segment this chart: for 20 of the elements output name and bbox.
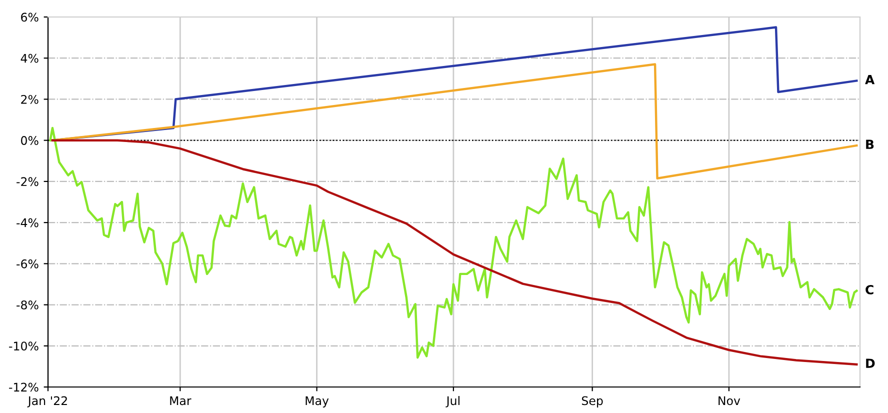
y-tick-label: -10% (9, 342, 38, 351)
y-tick-label: 4% (20, 54, 38, 63)
y-tick-label: -2% (16, 177, 38, 186)
x-tick-label: May (306, 396, 329, 408)
series-label: A (865, 75, 875, 84)
y-tick-label: 6% (21, 12, 38, 22)
x-tick-label: Jul (446, 396, 460, 408)
series-label: D (866, 358, 875, 368)
y-tick-label: -4% (16, 218, 38, 228)
series-label: B (866, 140, 874, 149)
x-tick-label: Nov (718, 396, 740, 406)
y-tick-label: -8% (16, 300, 38, 310)
x-tick-label: Jan '22 (27, 396, 67, 408)
y-tick-label: 2% (21, 94, 38, 104)
x-tick-label: Sep (582, 396, 603, 408)
x-tick-label: Mar (170, 396, 192, 406)
y-tick-label: 0% (21, 136, 38, 145)
y-tick-label: -12% (9, 382, 38, 392)
series-label: C (866, 284, 874, 294)
y-tick-label: -6% (16, 259, 38, 268)
